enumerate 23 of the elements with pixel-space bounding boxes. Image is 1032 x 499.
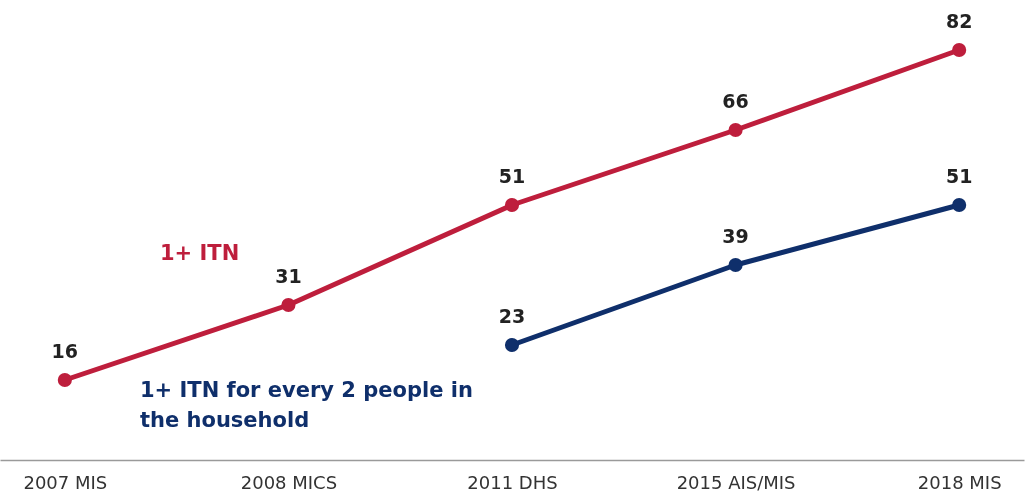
data-label: 51	[498, 165, 526, 187]
text: 1+ ITN	[160, 241, 240, 265]
point	[504, 197, 520, 213]
x-tick-label: 2018 MIS	[917, 471, 1002, 493]
point	[504, 337, 520, 353]
data-label: 66	[722, 90, 749, 112]
point	[952, 42, 967, 58]
point	[728, 122, 743, 138]
point	[952, 197, 967, 213]
x-tick-label: 2007 MIS	[23, 471, 108, 493]
point	[57, 372, 72, 388]
data-label: 23	[498, 305, 526, 327]
text: 1+ ITN for every 2 people in the household	[140, 378, 473, 432]
point	[281, 297, 296, 313]
point	[728, 257, 743, 273]
data-label: 16	[51, 340, 79, 362]
data-label: 51	[945, 165, 973, 187]
x-tick-label: 2015 AIS/MIS	[676, 471, 796, 493]
x-tick-label: 2008 MICS	[240, 471, 338, 493]
data-label: 82	[945, 10, 973, 32]
x-tick-label: 2011 DHS	[467, 471, 558, 493]
data-label: 31	[275, 265, 302, 287]
data-label: 39	[722, 225, 749, 247]
